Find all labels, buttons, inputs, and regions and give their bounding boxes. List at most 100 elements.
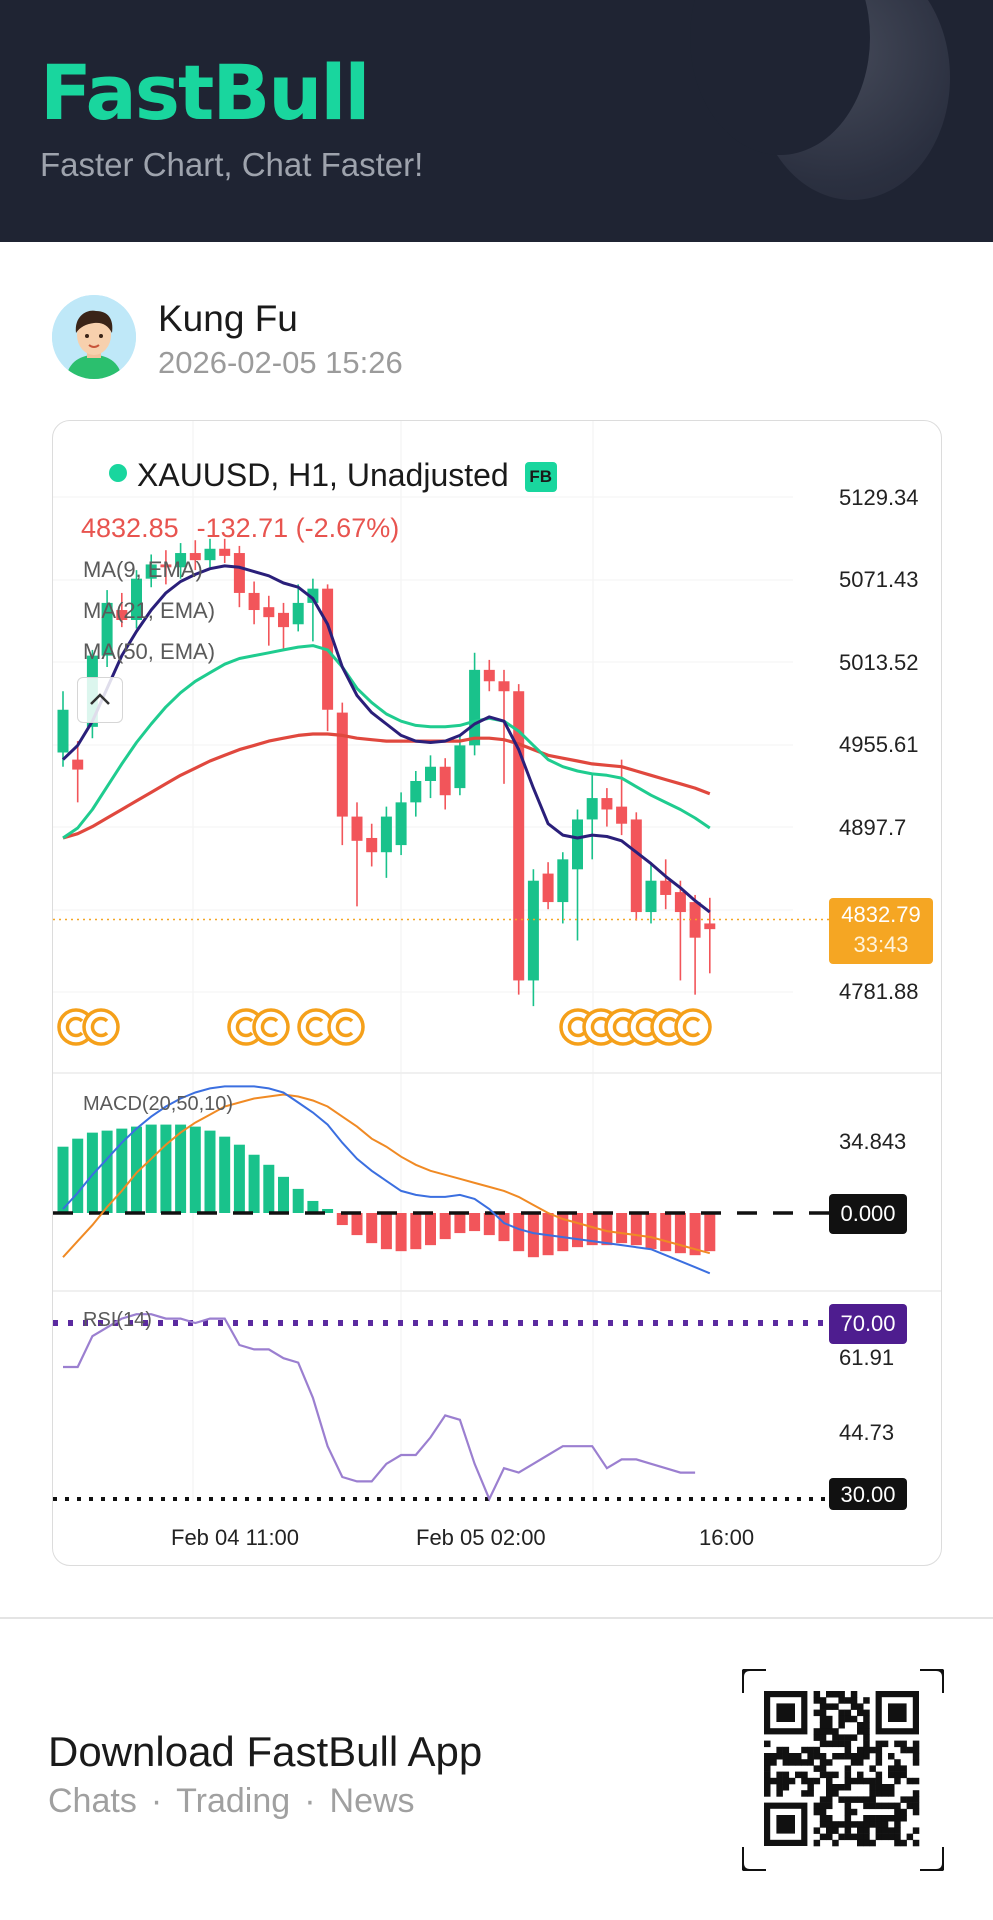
qr-code-icon[interactable] bbox=[740, 1667, 946, 1873]
qr-module bbox=[894, 1802, 901, 1810]
trading-chart[interactable] bbox=[53, 421, 941, 1565]
user-avatar-icon[interactable] bbox=[52, 295, 136, 379]
event-marker-icon bbox=[65, 1016, 84, 1038]
candle bbox=[57, 709, 69, 753]
qr-module bbox=[764, 1759, 771, 1766]
qr-module bbox=[801, 1771, 808, 1779]
qr-module bbox=[788, 1759, 796, 1766]
qr-module bbox=[813, 1746, 821, 1754]
qr-module bbox=[807, 1790, 814, 1797]
qr-module bbox=[869, 1802, 876, 1810]
candle bbox=[469, 669, 481, 746]
qr-module bbox=[844, 1821, 852, 1828]
qr-module bbox=[850, 1753, 858, 1760]
qr-frame bbox=[740, 1667, 946, 1873]
event-marker-icon bbox=[674, 1008, 712, 1046]
macd-histogram-bar bbox=[116, 1128, 128, 1213]
qr-module bbox=[869, 1765, 876, 1772]
candle bbox=[674, 892, 686, 913]
macd-histogram-bar bbox=[704, 1213, 716, 1252]
qr-module bbox=[894, 1765, 901, 1772]
qr-module bbox=[826, 1827, 833, 1834]
macd-histogram-bar bbox=[57, 1146, 69, 1213]
qr-module bbox=[857, 1777, 864, 1785]
tagline: Faster Chart, Chat Faster! bbox=[40, 146, 424, 183]
qr-module bbox=[832, 1734, 839, 1741]
qr-module bbox=[863, 1728, 870, 1735]
qr-module bbox=[863, 1802, 870, 1810]
macd-histogram-bar bbox=[233, 1144, 245, 1213]
qr-module bbox=[894, 1771, 901, 1779]
qr-module bbox=[857, 1833, 864, 1841]
qr-module bbox=[764, 1753, 771, 1760]
candle bbox=[175, 553, 187, 568]
qr-module bbox=[857, 1827, 864, 1834]
macd-histogram-bar bbox=[72, 1138, 84, 1213]
candle bbox=[572, 819, 583, 870]
candle bbox=[233, 553, 245, 593]
candle bbox=[645, 880, 657, 913]
qr-module bbox=[857, 1753, 864, 1760]
qr-module bbox=[813, 1753, 821, 1760]
qr-module bbox=[776, 1784, 783, 1791]
macd-histogram-bar bbox=[498, 1213, 510, 1242]
qr-module bbox=[826, 1740, 833, 1748]
qr-module bbox=[844, 1697, 852, 1704]
qr-module bbox=[795, 1759, 802, 1766]
qr-module bbox=[776, 1777, 783, 1785]
x-tick: Feb 05 02:00 bbox=[416, 1525, 546, 1550]
macd-histogram-bar bbox=[380, 1213, 392, 1250]
macd-histogram-bar bbox=[557, 1213, 569, 1252]
macd-histogram-bar bbox=[572, 1213, 583, 1248]
macd-histogram-bar bbox=[86, 1132, 98, 1213]
current-price-tag: 4832.79 33:43 bbox=[829, 898, 933, 964]
qr-module bbox=[894, 1740, 901, 1748]
event-marker-icon bbox=[658, 1016, 677, 1038]
collapse-indicators-button[interactable] bbox=[77, 677, 123, 723]
rsi-y-tick: 44.73 bbox=[839, 1420, 895, 1445]
candle bbox=[219, 548, 231, 556]
qr-module bbox=[813, 1777, 821, 1785]
qr-module bbox=[875, 1821, 883, 1828]
qr-module bbox=[764, 1740, 771, 1748]
qr-module bbox=[776, 1771, 783, 1779]
qr-module bbox=[912, 1796, 920, 1803]
qr-module bbox=[782, 1746, 790, 1754]
qr-module bbox=[832, 1753, 839, 1760]
link-trading[interactable]: Trading bbox=[176, 1782, 291, 1820]
candle bbox=[483, 669, 495, 682]
qr-module bbox=[869, 1790, 876, 1797]
qr-module bbox=[826, 1771, 833, 1779]
qr-module bbox=[832, 1784, 839, 1791]
ma9-line bbox=[61, 564, 711, 914]
qr-module bbox=[826, 1821, 833, 1828]
qr-module bbox=[857, 1746, 864, 1754]
qr-module bbox=[844, 1734, 852, 1741]
candle bbox=[586, 798, 598, 820]
qr-module bbox=[832, 1728, 839, 1735]
qr-module bbox=[875, 1833, 883, 1841]
qr-module bbox=[912, 1740, 920, 1748]
macd-histogram-bar bbox=[145, 1124, 157, 1213]
qr-module bbox=[888, 1790, 895, 1797]
qr-module bbox=[838, 1691, 845, 1698]
qr-module bbox=[894, 1833, 901, 1841]
qr-module bbox=[875, 1802, 883, 1810]
qr-module bbox=[888, 1771, 895, 1779]
macd-histogram-bar bbox=[630, 1213, 642, 1246]
section-divider bbox=[0, 1617, 993, 1619]
macd-histogram-bar bbox=[160, 1124, 172, 1213]
candle bbox=[704, 923, 716, 930]
qr-module bbox=[801, 1759, 808, 1766]
qr-module bbox=[850, 1796, 858, 1803]
qr-module bbox=[832, 1839, 839, 1847]
qr-module bbox=[838, 1715, 845, 1723]
qr-module bbox=[819, 1734, 827, 1741]
qr-module bbox=[801, 1777, 808, 1785]
link-chats[interactable]: Chats bbox=[48, 1782, 137, 1820]
qr-module bbox=[832, 1691, 839, 1698]
qr-module bbox=[881, 1827, 889, 1834]
candle bbox=[248, 592, 260, 611]
link-news[interactable]: News bbox=[329, 1782, 415, 1820]
qr-module bbox=[912, 1808, 920, 1816]
